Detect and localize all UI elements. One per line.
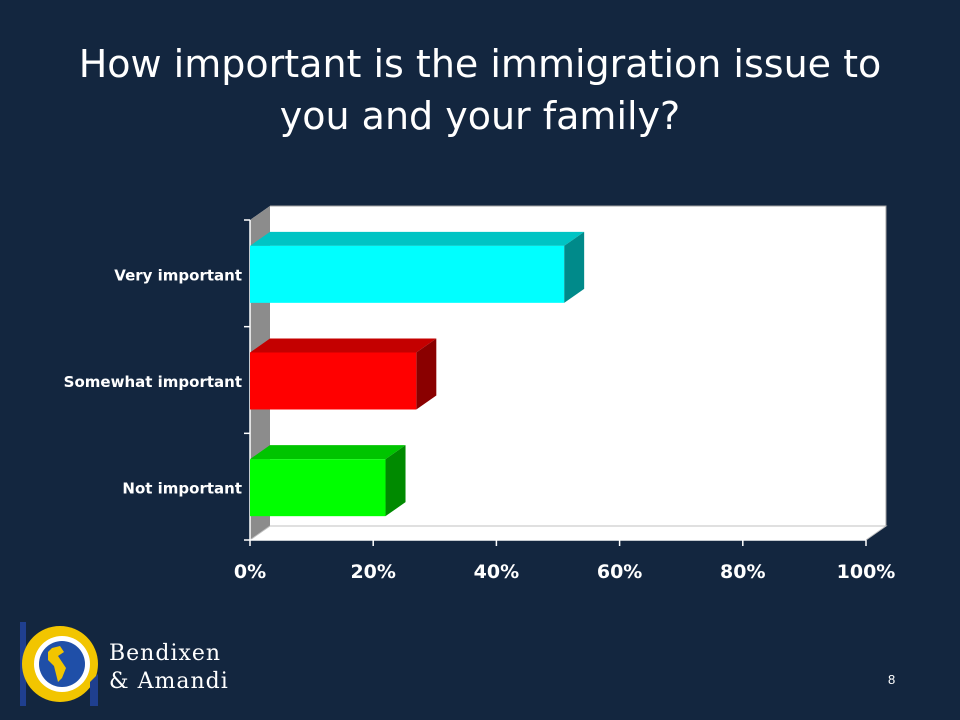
bar-top	[250, 338, 437, 353]
x-tick-label: 80%	[720, 561, 765, 583]
slide-title: How important is the immigration issue t…	[40, 38, 920, 142]
logo-line-2: & Amandi	[109, 669, 229, 694]
x-tick-label: 40%	[474, 561, 519, 583]
category-label: Not important	[122, 480, 242, 498]
data-label: 27%	[440, 345, 485, 367]
bar	[250, 245, 565, 303]
bar-side	[385, 445, 406, 517]
bar-top	[250, 231, 585, 246]
logo-line-1: Bendixen	[109, 641, 222, 666]
company-logo	[20, 622, 98, 706]
bar	[250, 459, 386, 517]
page-number: 8	[888, 672, 896, 687]
bar-top	[250, 445, 406, 460]
data-label: 51%	[588, 238, 633, 260]
logo-globe-icon	[20, 622, 98, 706]
data-label: 22%	[410, 451, 455, 473]
category-label: Very important	[114, 266, 242, 284]
plot-floor	[248, 525, 888, 541]
x-tick-label: 60%	[597, 561, 642, 583]
bar-side	[416, 338, 437, 410]
title-line-2: you and your family?	[279, 94, 681, 138]
bar-chart: 0% 20% 40% 60% 80% 100% Very important 51% Somew…	[64, 205, 896, 583]
x-tick-label: 0%	[234, 561, 266, 583]
logo-wordmark: Bendixen & Amandi	[109, 640, 229, 696]
category-label: Somewhat important	[64, 373, 242, 391]
bar-side	[564, 231, 585, 303]
plot-wall-border	[270, 205, 887, 526]
x-tick-label: 20%	[350, 561, 395, 583]
title-line-1: How important is the immigration issue t…	[78, 42, 882, 86]
x-tick-label: 100%	[837, 561, 896, 583]
bar	[250, 352, 417, 410]
